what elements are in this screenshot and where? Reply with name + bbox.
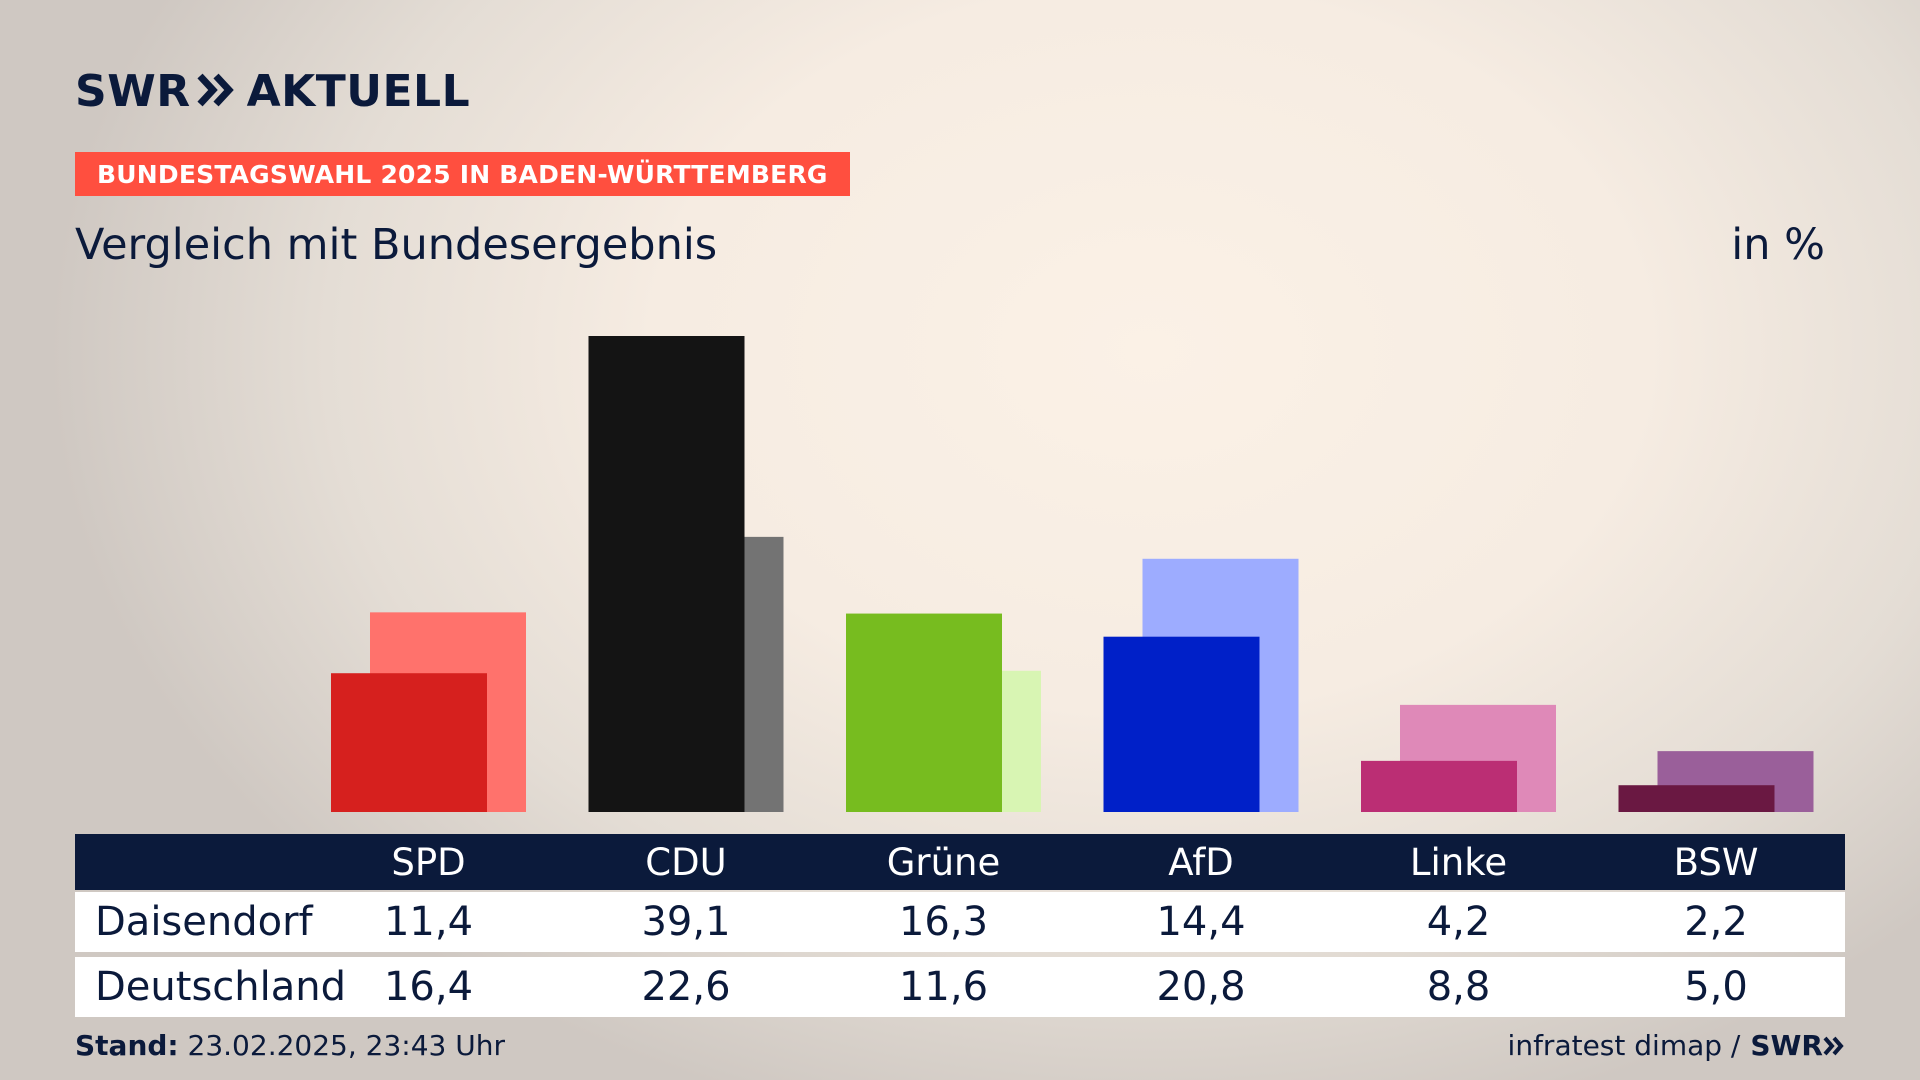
value-daisendorf-spd: 11,4: [383, 899, 474, 945]
bar-daisendorf-cdu: [588, 336, 745, 812]
value-daisendorf-bsw: 2,2: [1684, 899, 1748, 945]
value-deutschland-afd: 20,8: [1156, 964, 1246, 1010]
footer-stand: Stand: 23.02.2025, 23:43 Uhr: [75, 1029, 505, 1062]
results-table: SPD CDU Grüne AfD Linke BSW Daisendorf 11,4 39…: [75, 834, 1845, 1017]
header-linke: Linke: [1409, 840, 1508, 884]
footer-chevron-icon: [1823, 1036, 1844, 1055]
header-spd: SPD: [391, 840, 466, 884]
row-label-deutschland: Deutschland: [95, 964, 346, 1010]
value-daisendorf-linke: 4,2: [1426, 899, 1491, 945]
stand-label: Stand:: [75, 1029, 179, 1062]
value-daisendorf-cdu: 39,1: [641, 899, 731, 945]
unit-label: in %: [1731, 220, 1825, 270]
table-header: SPD CDU Grüne AfD Linke BSW: [75, 834, 1845, 890]
logo-aktuell-text: AKTUELL: [246, 66, 471, 117]
value-deutschland-linke: 8,8: [1426, 964, 1491, 1010]
bar-daisendorf-bsw: [1618, 785, 1775, 812]
election-badge: BUNDESTAGSWAHL 2025 IN BADEN-WÜRTTEMBERG: [75, 152, 850, 196]
value-deutschland-spd: 16,4: [383, 964, 474, 1010]
value-deutschland-cdu: 22,6: [641, 964, 731, 1010]
stand-value: 23.02.2025, 23:43 Uhr: [187, 1029, 505, 1062]
header-bsw: BSW: [1673, 840, 1759, 884]
row-label-daisendorf: Daisendorf: [95, 899, 313, 945]
table-row-daisendorf: Daisendorf 11,4 39,1 16,3 14,4 4,2 2,2: [75, 892, 1845, 952]
swr-aktuell-logo: SWR AKTUELL: [75, 66, 470, 118]
header-cdu: CDU: [645, 840, 727, 884]
bar-daisendorf-spd: [331, 673, 487, 812]
value-daisendorf-gruene: 16,3: [898, 899, 989, 945]
header-gruene: Grüne: [886, 840, 1001, 884]
logo-swr-text: SWR: [75, 66, 191, 117]
chart-subtitle: Vergleich mit Bundesergebnis: [75, 220, 718, 270]
double-chevron-icon: [197, 72, 235, 112]
value-deutschland-bsw: 5,0: [1684, 964, 1748, 1010]
footer-swr-text: SWR: [1750, 1029, 1823, 1062]
footer-source: infratest dimap / SWR: [1508, 1029, 1845, 1062]
bar-daisendorf-afd: [1103, 636, 1260, 812]
bar-daisendorf-gruene: [846, 613, 1002, 812]
bar-daisendorf-linke: [1361, 760, 1517, 812]
header-afd: AfD: [1168, 840, 1234, 884]
source-text: infratest dimap /: [1507, 1029, 1741, 1062]
table-row-deutschland: Deutschland 16,4 22,6 11,6 20,8 8,8 5,0: [75, 957, 1845, 1017]
footer-swr-logo: SWR: [1750, 1029, 1845, 1062]
value-daisendorf-afd: 14,4: [1156, 899, 1246, 945]
value-deutschland-gruene: 11,6: [898, 964, 989, 1010]
bar-chart: [331, 336, 1814, 812]
